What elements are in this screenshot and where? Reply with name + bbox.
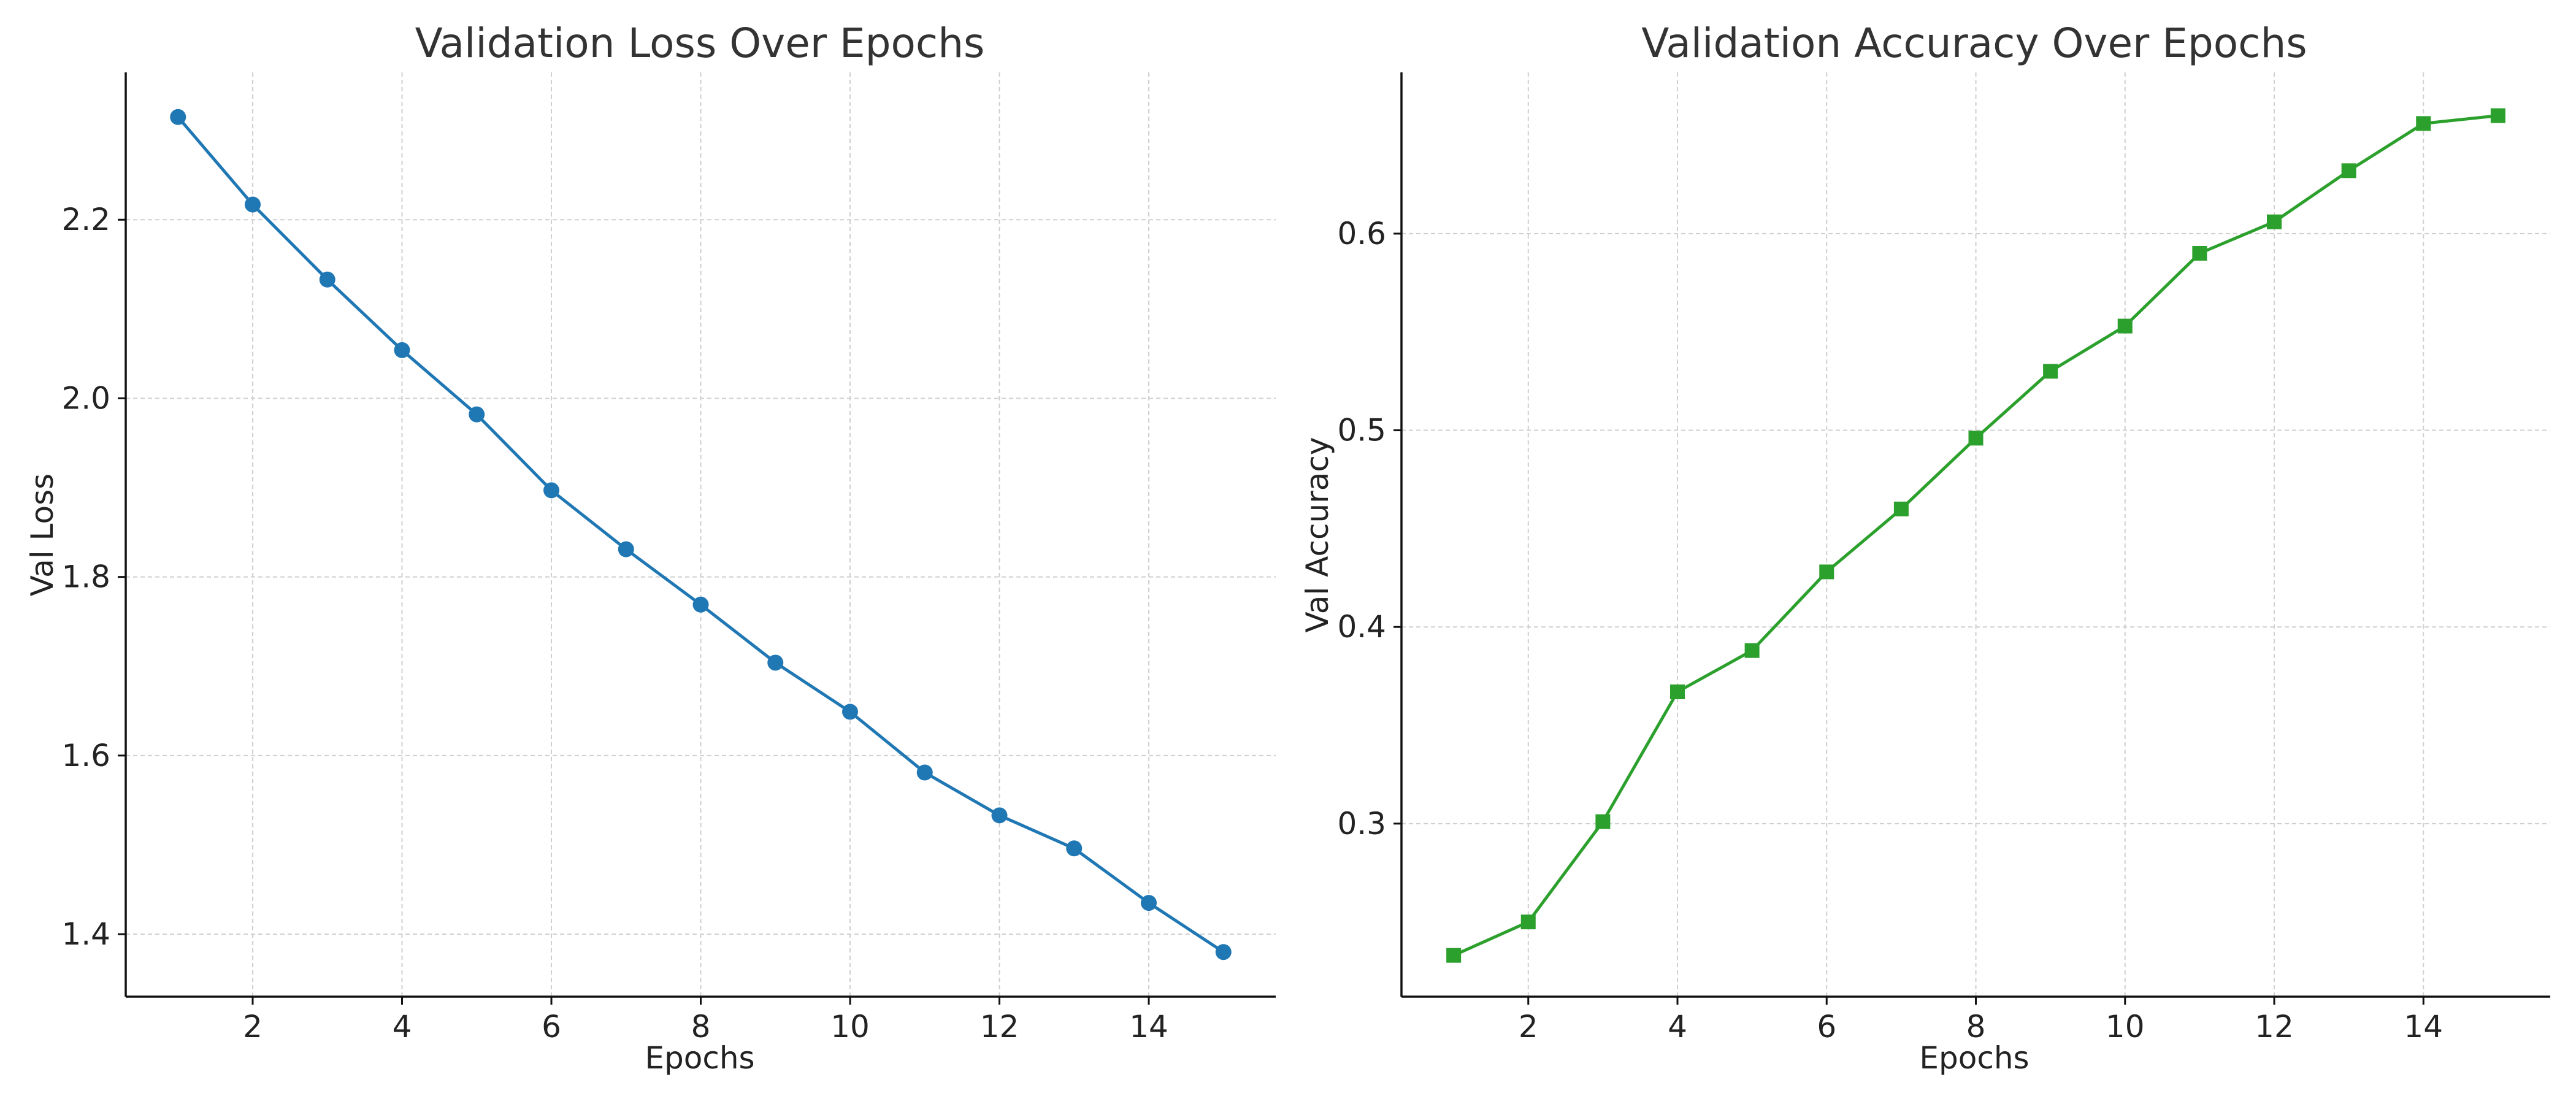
loss-point-5 [469, 406, 485, 423]
loss-point-15 [1215, 944, 1232, 960]
loss-point-11 [916, 764, 933, 781]
accuracy-y-axis-label: Val Accuracy [1300, 437, 1335, 632]
accuracy-chart: Validation Accuracy Over Epochs Epochs V… [1300, 20, 2550, 1076]
loss-x-tick-label-1: 4 [393, 1009, 412, 1045]
accuracy-point-11 [2192, 245, 2207, 261]
loss-y-tick-label-4: 2.2 [61, 202, 110, 237]
loss-x-tick-label-6: 14 [1129, 1009, 1168, 1045]
accuracy-point-10 [2117, 318, 2133, 334]
loss-point-6 [543, 482, 559, 499]
loss-plot-area: 2 4 6 8 10 12 14 1.4 1.6 1.8 2.0 2.2 [61, 72, 1276, 1045]
loss-point-8 [692, 596, 709, 613]
accuracy-x-tick-label-2: 6 [1817, 1009, 1836, 1045]
loss-y-tick-label-0: 1.4 [61, 916, 110, 952]
accuracy-point-12 [2266, 214, 2282, 229]
accuracy-point-8 [1968, 431, 1984, 446]
accuracy-point-14 [2416, 116, 2431, 131]
loss-y-tick-label-2: 1.8 [61, 559, 110, 595]
loss-point-4 [394, 342, 410, 358]
accuracy-point-2 [1520, 914, 1536, 930]
accuracy-x-tick-label-1: 4 [1668, 1009, 1687, 1045]
loss-y-tick-label-1: 1.6 [61, 738, 110, 773]
loss-x-tick-label-3: 8 [691, 1009, 711, 1045]
loss-point-13 [1066, 840, 1083, 857]
accuracy-point-9 [2043, 364, 2058, 379]
accuracy-plot-area: 2 4 6 8 10 12 14 0.3 0.4 0.5 0.6 [1337, 72, 2550, 1045]
accuracy-x-tick-label-6: 14 [2404, 1009, 2443, 1045]
accuracy-point-15 [2490, 108, 2505, 123]
accuracy-x-tick-label-4: 10 [2106, 1009, 2145, 1045]
loss-x-tick-label-2: 6 [542, 1009, 561, 1045]
accuracy-point-6 [1819, 564, 1834, 580]
accuracy-series-line [1453, 114, 2499, 957]
accuracy-x-tick-label-5: 12 [2255, 1009, 2294, 1045]
accuracy-y-tick-label-1: 0.4 [1337, 609, 1386, 645]
accuracy-y-tick-label-3: 0.6 [1337, 216, 1386, 251]
accuracy-point-3 [1595, 814, 1611, 829]
loss-y-tick-label-3: 2.0 [61, 380, 110, 416]
accuracy-x-axis-label: Epochs [1919, 1040, 2029, 1076]
loss-y-axis-label: Val Loss [25, 473, 60, 596]
loss-point-1 [170, 109, 186, 125]
loss-chart-title: Validation Loss Over Epochs [415, 20, 985, 67]
accuracy-point-13 [2341, 163, 2356, 178]
accuracy-point-4 [1670, 684, 1685, 700]
accuracy-x-tick-label-3: 8 [1966, 1009, 1986, 1045]
loss-x-tick-label-0: 2 [243, 1009, 263, 1045]
loss-x-axis-label: Epochs [645, 1040, 754, 1076]
loss-point-3 [319, 271, 335, 288]
accuracy-chart-title: Validation Accuracy Over Epochs [1641, 20, 2307, 67]
loss-point-12 [991, 807, 1008, 824]
accuracy-y-tick-label-2: 0.5 [1337, 413, 1386, 448]
loss-point-10 [842, 703, 859, 720]
loss-x-tick-label-4: 10 [830, 1009, 870, 1045]
accuracy-x-tick-label-0: 2 [1519, 1009, 1538, 1045]
loss-point-14 [1141, 895, 1157, 911]
loss-point-9 [767, 654, 784, 671]
accuracy-point-1 [1446, 948, 1462, 963]
loss-point-7 [618, 541, 634, 558]
loss-x-tick-label-5: 12 [980, 1009, 1019, 1045]
loss-point-2 [244, 196, 261, 213]
accuracy-y-tick-label-0: 0.3 [1337, 806, 1386, 841]
accuracy-point-5 [1744, 643, 1760, 658]
loss-chart: Validation Loss Over Epochs Epochs Val L… [25, 20, 1276, 1076]
accuracy-point-7 [1893, 501, 1909, 516]
